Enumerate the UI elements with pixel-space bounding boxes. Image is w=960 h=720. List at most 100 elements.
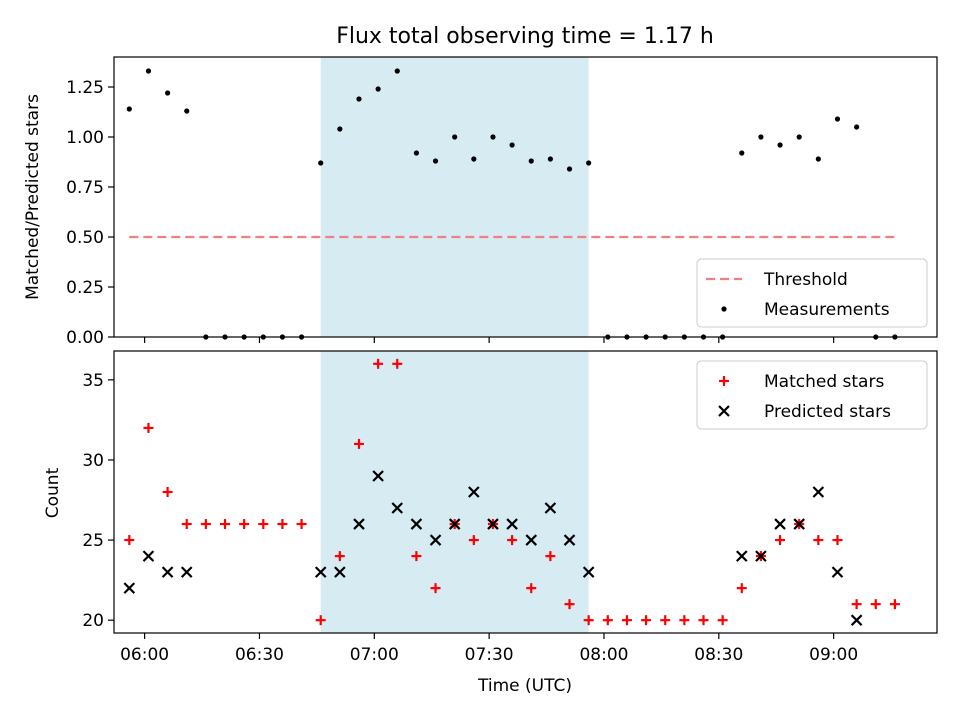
legend-box [696, 258, 928, 328]
predicted-star-marker [161, 566, 174, 578]
measurement-point [184, 108, 190, 114]
x-b [812, 486, 825, 498]
measurement-point [834, 116, 841, 122]
legend-point-swatch [721, 306, 727, 312]
predicted-star-marker [774, 518, 786, 530]
matched-star-marker [315, 615, 326, 626]
y-tick-label: 0.75 [66, 178, 104, 198]
matched-star-marker [621, 615, 632, 626]
predicted-star-marker [429, 534, 442, 546]
x-tick-label: 09:00 [809, 645, 858, 665]
measurement-point [586, 160, 592, 166]
legend-label: Predicted stars [764, 402, 891, 422]
matched-star-marker [564, 599, 575, 610]
x-b [391, 502, 404, 514]
measurement-point [452, 134, 458, 140]
y-tick-label: 25 [82, 531, 104, 551]
measurement-point [413, 150, 420, 156]
matched-star-marker [143, 422, 154, 433]
x-tick-label: 06:30 [235, 645, 284, 665]
matched-star-marker [124, 535, 135, 546]
axes-frame [113, 350, 938, 634]
matched-star-marker [411, 551, 422, 562]
matched-star-marker [373, 358, 384, 369]
y-tick-label: 0.25 [66, 278, 104, 298]
matched-star-marker [334, 551, 345, 562]
x-b [334, 566, 346, 578]
predicted-star-marker [391, 502, 404, 514]
predicted-star-marker [487, 518, 499, 530]
x-b [314, 566, 327, 578]
x-b [353, 518, 365, 530]
y-tick-label: 1.00 [66, 128, 104, 148]
legend-box [696, 360, 928, 430]
predicted-star-marker [544, 502, 557, 514]
matched-star-marker [698, 615, 709, 626]
x-b [429, 534, 442, 546]
x-b [774, 518, 786, 530]
x-b [372, 470, 384, 482]
predicted-star-marker [468, 486, 480, 498]
measurement-point [337, 126, 343, 132]
predicted-star-marker [180, 566, 193, 578]
matched-star-marker [468, 535, 479, 546]
x-b [850, 614, 863, 626]
x-tick-label: 08:30 [694, 645, 743, 665]
matched-star-marker [220, 519, 231, 530]
x-b [180, 566, 193, 578]
x-b [468, 486, 480, 498]
x-b [487, 518, 499, 530]
predicted-star-marker [812, 486, 825, 498]
matched-star-marker [545, 551, 556, 562]
y-tick-label: 1.25 [66, 78, 104, 98]
x-b [410, 518, 423, 530]
matched-star-marker [583, 615, 594, 626]
measurement-point [758, 134, 764, 140]
measurement-point [394, 68, 400, 74]
matched-star-marker [602, 615, 613, 626]
x-b [448, 518, 461, 530]
measurement-point [796, 134, 802, 140]
measurement-point [854, 124, 860, 130]
x-b [563, 534, 576, 546]
predicted-star-marker [410, 518, 423, 530]
x-b [506, 518, 518, 530]
matched-star-marker [392, 358, 403, 369]
y-tick-label: 35 [82, 371, 104, 391]
predicted-star-marker [735, 550, 748, 562]
x-tick-label: 06:00 [120, 645, 169, 665]
matched-star-marker [296, 519, 307, 530]
predicted-star-marker [123, 582, 136, 594]
measurement-point [318, 160, 324, 166]
measurement-point [528, 158, 534, 164]
observing-interval-shade [320, 351, 589, 633]
matched-star-marker [775, 535, 786, 546]
measurement-point [509, 142, 515, 148]
predicted-star-marker [755, 550, 767, 562]
measurement-point [145, 68, 152, 74]
observing-interval-shade [320, 57, 589, 337]
x-b [544, 502, 557, 514]
predicted-star-marker [793, 518, 805, 530]
legend-label: Measurements [764, 300, 890, 320]
x-axis-label: Time (UTC) [477, 676, 572, 696]
measurement-point [164, 90, 171, 96]
predicted-star-marker [334, 566, 346, 578]
x-b [142, 550, 155, 562]
measurement-point [490, 134, 496, 140]
matched-star-marker [736, 583, 747, 594]
legend-x-swatch [718, 405, 730, 417]
legend: Matched stars Predicted stars [696, 360, 928, 430]
count-panel: 20 25 30 35 06:00 06:30 07:00 07:30 08:00 08:30 09… [82, 350, 938, 665]
measurement-point [777, 142, 783, 148]
matched-star-marker [813, 535, 824, 546]
x-tick-label: 08:00 [579, 645, 628, 665]
legend-label: Matched stars [764, 372, 884, 392]
matched-star-marker [889, 599, 900, 610]
matched-star-marker [507, 535, 518, 546]
matched-star-marker [679, 615, 690, 626]
x-b [755, 550, 767, 562]
chart-title: Flux total observing time = 1.17 h [336, 24, 714, 49]
predicted-star-marker [353, 518, 365, 530]
